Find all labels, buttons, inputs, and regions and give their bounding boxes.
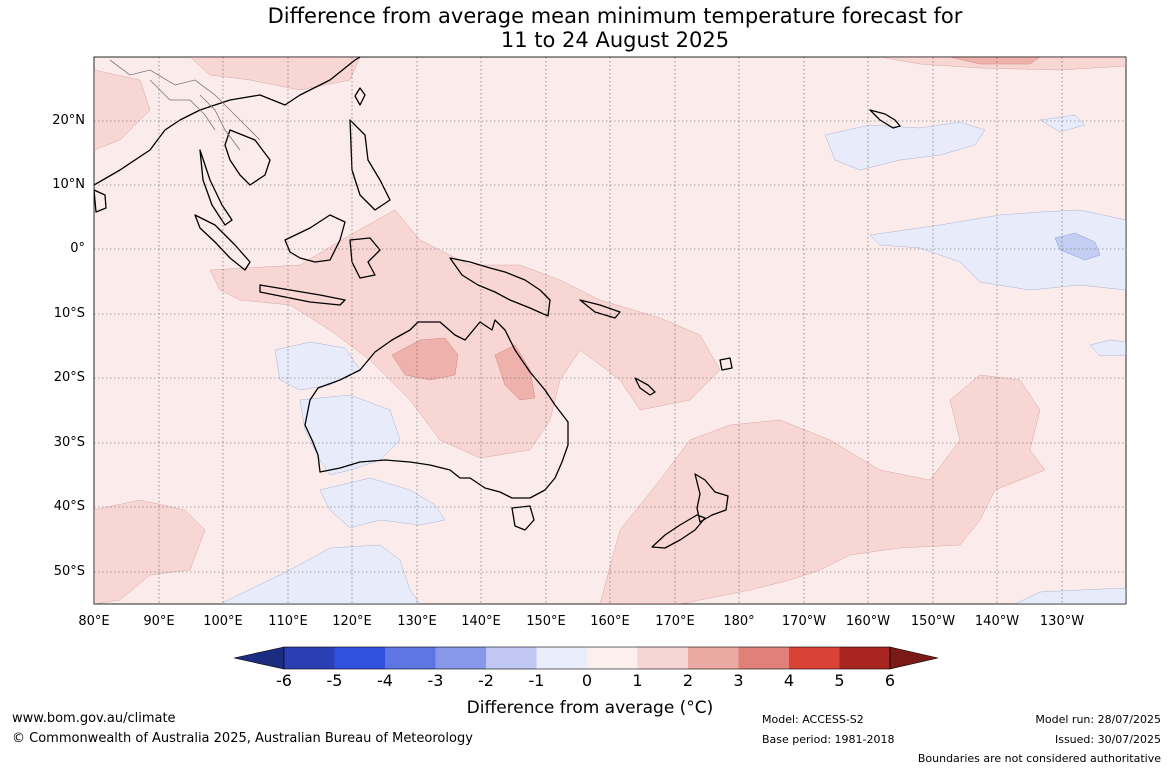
lon-label-140e: 140°E xyxy=(461,614,501,629)
sri-lanka-coastline xyxy=(94,189,107,213)
lon-label-170w: 170°W xyxy=(781,614,827,629)
anomaly-region-1-2-southern-indian xyxy=(94,499,206,604)
australia-coastline xyxy=(304,319,569,499)
forecast-map xyxy=(93,56,1127,605)
colorbar-tick-label: -5 xyxy=(326,671,343,690)
gridlines xyxy=(94,57,1126,604)
lat-label-0: 0° xyxy=(70,241,85,256)
lon-label-160w: 160°W xyxy=(845,614,891,629)
lon-label-150e: 150°E xyxy=(526,614,566,629)
new-zealand-south-coastline xyxy=(651,514,706,549)
lon-label-80e: 80°E xyxy=(78,614,110,629)
anomaly-region-neg1-0-east-edge xyxy=(1089,339,1126,357)
fiji-coastline xyxy=(719,357,733,371)
colorbar-label: Difference from average (°C) xyxy=(466,698,714,718)
anomaly-region-1-2-southwest-pacific xyxy=(599,374,1046,604)
copyright-text: © Commonwealth of Australia 2025, Austra… xyxy=(12,731,473,746)
colorbar-tick-label: -1 xyxy=(528,671,545,690)
java-coastline xyxy=(259,284,346,306)
lat-label-40s: 40°S xyxy=(53,499,85,514)
colorbar-tick-label: -6 xyxy=(276,671,292,690)
colorbar-tick-label: 4 xyxy=(783,671,795,690)
malay-peninsula-coastline xyxy=(199,149,233,226)
lat-label-20s: 20°S xyxy=(53,370,85,385)
taiwan-coastline xyxy=(354,87,366,106)
lat-label-10n: 10°N xyxy=(52,177,85,192)
colorbar-tick-label: 0 xyxy=(581,671,593,690)
model-name: Model: ACCESS-S2 xyxy=(762,713,864,726)
anomaly-region-1-2-north-pacific xyxy=(189,57,361,91)
anomaly-region-neg1-0-hawaii-east xyxy=(1039,114,1086,133)
lon-label-140w: 140°W xyxy=(974,614,1020,629)
anomaly-region-2-3-kimberley xyxy=(391,337,459,381)
tasmania-coastline xyxy=(511,505,535,531)
map-title: Difference from average mean minimum tem… xyxy=(0,4,1173,52)
title-line-1: Difference from average mean minimum tem… xyxy=(267,4,963,28)
base-period: Base period: 1981-2018 xyxy=(762,733,895,746)
asia-mainland-coastline xyxy=(94,57,361,186)
sulawesi-coastline xyxy=(349,237,381,279)
anomaly-region-2-3-queensland xyxy=(494,344,536,401)
lon-label-160e: 160°E xyxy=(590,614,630,629)
lon-label-90e: 90°E xyxy=(143,614,175,629)
anomaly-region-2-3-top-edge xyxy=(949,57,1041,65)
solomon-islands-coastline xyxy=(579,299,621,319)
colorbar-tick-label: 6 xyxy=(884,671,896,690)
lon-label-130e: 130°E xyxy=(397,614,437,629)
lat-label-50s: 50°S xyxy=(53,564,85,579)
lat-label-10s: 10°S xyxy=(53,306,85,321)
country-boundaries xyxy=(109,59,261,151)
anomaly-region-neg1-0-southeast-edge xyxy=(1014,587,1126,604)
anomaly-region-1-2-india xyxy=(94,69,151,151)
philippines-coastline xyxy=(349,119,391,211)
website-link[interactable]: www.bom.gov.au/climate xyxy=(12,711,176,726)
title-line-2: 11 to 24 August 2025 xyxy=(500,28,730,52)
lon-label-150w: 150°W xyxy=(910,614,956,629)
lat-label-20n: 20°N xyxy=(52,113,85,128)
hawaii-coastline xyxy=(869,109,901,129)
colorbar-tick-label: -3 xyxy=(427,671,444,690)
colorbar-tick-label: -4 xyxy=(377,671,393,690)
model-run-date: Model run: 28/07/2025 xyxy=(1035,713,1161,726)
lon-label-110e: 110°E xyxy=(268,614,308,629)
anomaly-region-1-2-maritime xyxy=(209,209,721,459)
new-caledonia-coastline xyxy=(634,377,656,396)
anomaly-region-neg1-0-southern-ocean xyxy=(219,544,421,604)
issued-date: Issued: 30/07/2025 xyxy=(1054,733,1161,746)
lat-label-30s: 30°S xyxy=(53,435,85,450)
boundaries-disclaimer: Boundaries are not considered authoritat… xyxy=(917,752,1161,765)
anomaly-region-neg1-0-south-indian xyxy=(319,477,446,529)
colorbar-tick-label: 2 xyxy=(682,671,694,690)
anomaly-region-neg1-0-great-australian-bight xyxy=(299,394,401,476)
lon-label-130w: 130°W xyxy=(1039,614,1085,629)
colorbar-tick-label: -2 xyxy=(478,671,494,690)
borneo-coastline xyxy=(284,214,346,263)
anomaly-region-neg2-neg1-equatorial xyxy=(1054,232,1101,261)
sumatra-coastline xyxy=(194,214,251,271)
lon-label-170e: 170°E xyxy=(655,614,695,629)
colorbar-tick-label: 5 xyxy=(834,671,845,690)
lon-label-180: 180° xyxy=(723,614,755,629)
colorbar-tick-label: 1 xyxy=(632,671,643,690)
lon-label-100e: 100°E xyxy=(203,614,243,629)
lon-label-120e: 120°E xyxy=(332,614,372,629)
colorbar-tick-label: 3 xyxy=(733,671,744,690)
anomaly-region-neg1-0-central-pacific xyxy=(824,121,986,171)
new-zealand-north-coastline xyxy=(694,473,729,523)
